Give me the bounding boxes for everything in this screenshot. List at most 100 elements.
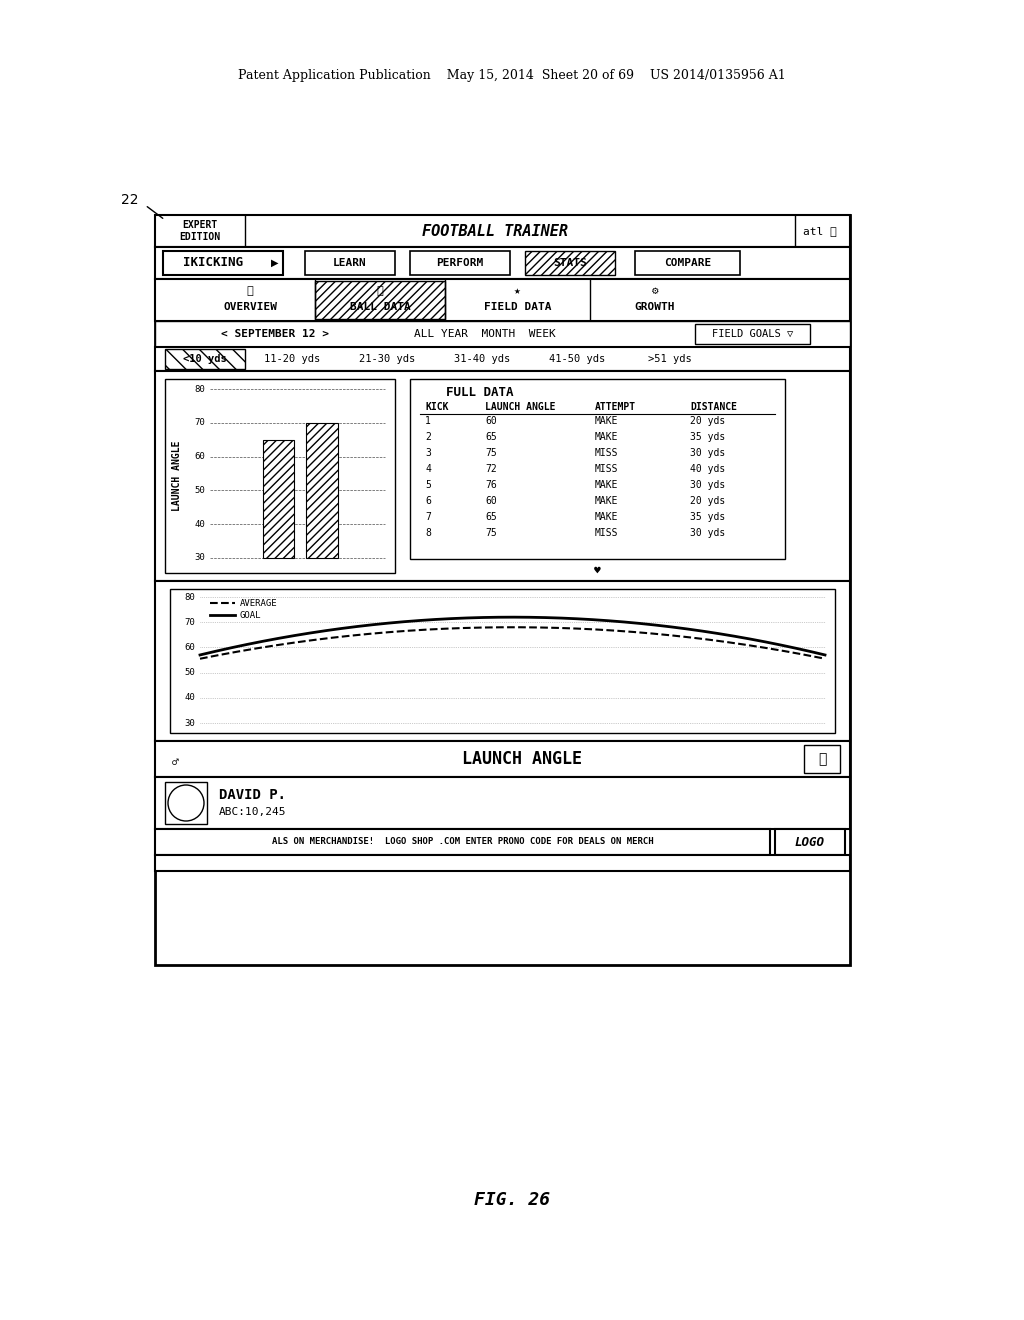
Text: 35 yds: 35 yds [690,432,725,442]
Text: EXPERT: EXPERT [182,220,218,230]
Bar [155,777,850,829]
Text: FULL DATA: FULL DATA [446,387,514,400]
Bar [163,251,283,275]
Text: MAKE: MAKE [595,416,618,426]
Bar [775,829,845,855]
Text: 72: 72 [485,465,497,474]
Bar [155,829,770,855]
Bar [695,323,810,345]
Text: ▶: ▶ [271,257,279,268]
Bar [410,379,785,558]
Bar [170,589,835,733]
Text: <10 yds: <10 yds [183,354,227,364]
Bar [155,279,850,321]
Text: 76: 76 [485,480,497,490]
Bar [165,781,207,824]
Text: < SEPTEMBER 12 >: < SEPTEMBER 12 > [221,329,329,339]
Text: GOAL: GOAL [240,610,261,619]
Bar [155,247,850,279]
Text: 3: 3 [425,447,431,458]
Text: IKICKING: IKICKING [183,256,243,269]
Bar [155,215,850,247]
Text: 31-40 yds: 31-40 yds [455,354,511,364]
Polygon shape [163,744,210,774]
Text: 35 yds: 35 yds [690,512,725,521]
Text: MAKE: MAKE [595,432,618,442]
Text: BALL DATA: BALL DATA [349,302,411,312]
Text: FIG. 26: FIG. 26 [474,1191,550,1209]
Text: 22: 22 [121,193,138,207]
Text: 60: 60 [485,496,497,506]
Text: Patent Application Publication    May 15, 2014  Sheet 20 of 69    US 2014/013595: Patent Application Publication May 15, 2… [239,69,785,82]
Text: 75: 75 [485,528,497,539]
Text: 20 yds: 20 yds [690,496,725,506]
Text: DAVID P.: DAVID P. [219,788,286,803]
Text: 65: 65 [485,432,497,442]
Text: 40: 40 [195,520,205,529]
Text: 75: 75 [485,447,497,458]
Text: ABC:10,245: ABC:10,245 [219,807,287,817]
Text: MISS: MISS [595,465,618,474]
Text: LAUNCH ANGLE: LAUNCH ANGLE [485,403,555,412]
Text: MAKE: MAKE [595,496,618,506]
Text: AVERAGE: AVERAGE [240,598,278,607]
Text: KICK: KICK [425,403,449,412]
Text: 4: 4 [425,465,431,474]
Bar [262,440,294,558]
Text: 30 yds: 30 yds [690,528,725,539]
Polygon shape [790,789,850,829]
Text: ALL YEAR  MONTH  WEEK: ALL YEAR MONTH WEEK [414,329,556,339]
Text: ⚽: ⚽ [377,286,383,296]
Text: ⎘: ⎘ [247,286,253,296]
Text: 70: 70 [184,618,195,627]
Text: FIELD GOALS ▽: FIELD GOALS ▽ [712,329,794,339]
Text: 80: 80 [184,593,195,602]
Text: 6: 6 [425,496,431,506]
Text: LAUNCH ANGLE: LAUNCH ANGLE [172,441,182,511]
Bar [635,251,740,275]
Text: MISS: MISS [595,528,618,539]
Text: ⚙: ⚙ [651,286,658,296]
Text: 65: 65 [485,512,497,521]
Bar [410,251,510,275]
Circle shape [168,785,204,821]
Text: LOGO: LOGO [795,836,825,849]
Text: 41-50 yds: 41-50 yds [549,354,605,364]
Text: ATTEMPT: ATTEMPT [595,403,636,412]
Bar [306,422,338,558]
Text: PERFORM: PERFORM [436,257,483,268]
Bar [315,281,445,319]
Text: 30 yds: 30 yds [690,480,725,490]
Text: 70: 70 [195,418,205,428]
Text: ♥: ♥ [594,566,601,576]
Text: 30: 30 [195,553,205,562]
Bar [155,371,850,581]
Text: LAUNCH ANGLE: LAUNCH ANGLE [463,750,583,768]
Text: 50: 50 [195,486,205,495]
Text: ALS ON MERCHANDISE!  LOGO SHOP .COM ENTER PRONO CODE FOR DEALS ON MERCH: ALS ON MERCHANDISE! LOGO SHOP .COM ENTER… [271,837,653,846]
Text: MISS: MISS [595,447,618,458]
Bar [165,379,395,573]
Text: 60: 60 [485,416,497,426]
Bar [155,347,850,371]
Text: 30: 30 [184,718,195,727]
Text: 80: 80 [195,384,205,393]
Text: GROWTH: GROWTH [635,302,675,312]
Bar [155,215,850,965]
Text: FIELD DATA: FIELD DATA [483,302,551,312]
Text: 8: 8 [425,528,431,539]
Text: STATS: STATS [553,257,587,268]
Text: atl ⓘ: atl ⓘ [803,226,837,236]
Text: 20 yds: 20 yds [690,416,725,426]
Text: OVERVIEW: OVERVIEW [223,302,278,312]
Text: 11-20 yds: 11-20 yds [264,354,321,364]
Text: 21-30 yds: 21-30 yds [359,354,416,364]
Bar [305,251,395,275]
Text: 2: 2 [425,432,431,442]
Bar [155,581,850,741]
Bar [165,348,245,370]
Bar [525,251,615,275]
Bar [804,744,840,774]
Text: COMPARE: COMPARE [664,257,711,268]
Bar [155,855,850,871]
